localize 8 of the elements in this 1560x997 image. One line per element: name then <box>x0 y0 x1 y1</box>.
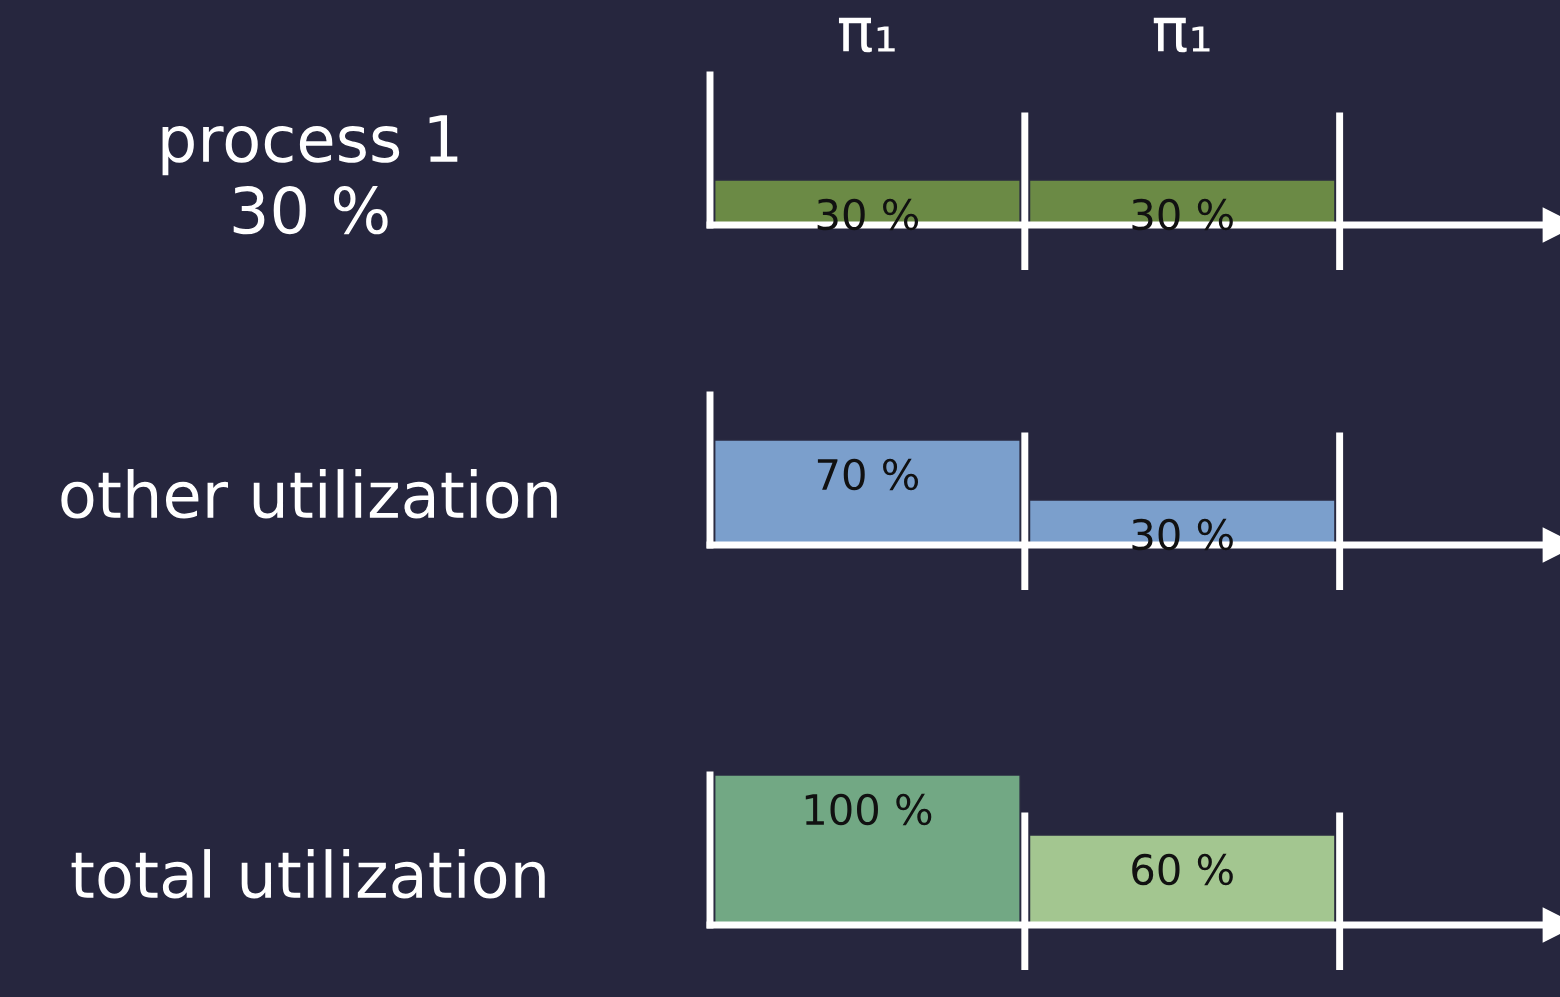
data-label: 70 % <box>817 458 919 491</box>
x-tick-label: π₁ <box>1153 17 1210 53</box>
data-label: 100 % <box>805 793 932 826</box>
y-axis-title: other utilization <box>61 469 557 519</box>
y-axis-title: total utilization <box>71 849 545 899</box>
x-tick-label: π₁ <box>838 17 895 53</box>
data-label: 60 % <box>1132 853 1233 886</box>
y-axis-title: process 1 30 % <box>162 115 458 235</box>
